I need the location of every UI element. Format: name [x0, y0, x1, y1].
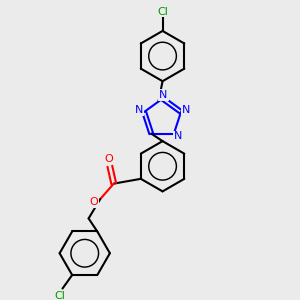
Text: Cl: Cl [54, 291, 65, 300]
Text: O: O [89, 197, 98, 207]
Text: O: O [104, 154, 113, 164]
Text: N: N [135, 105, 143, 115]
Text: N: N [182, 105, 190, 115]
Text: N: N [159, 90, 168, 100]
Text: Cl: Cl [157, 7, 168, 16]
Text: N: N [174, 131, 182, 142]
